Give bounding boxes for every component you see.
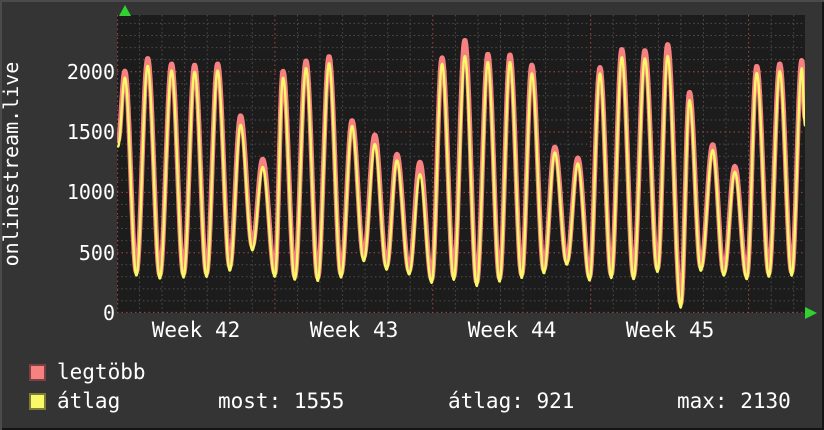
y-tick-label: 2000 bbox=[66, 60, 115, 84]
legend-swatch-atlag bbox=[29, 393, 46, 410]
legend-swatch-legtobb bbox=[29, 364, 46, 381]
y-tick-label: 0 bbox=[102, 301, 115, 325]
stat-atlag: átlag: 921 bbox=[448, 389, 575, 413]
x-tick-label: Week 44 bbox=[467, 318, 557, 342]
x-axis-arrow-icon bbox=[805, 307, 817, 319]
y-tick-label: 1500 bbox=[66, 120, 115, 144]
y-tick-label: 500 bbox=[78, 241, 115, 265]
stat-most: most: 1555 bbox=[218, 389, 345, 413]
plot-area bbox=[117, 15, 805, 313]
x-tick-label: Week 42 bbox=[151, 318, 241, 342]
legend-label-legtobb: legtöbb bbox=[57, 360, 146, 384]
chart-title-vertical: onlinestream.live bbox=[0, 61, 23, 267]
y-tick-label: 1000 bbox=[66, 180, 115, 204]
x-tick-label: Week 43 bbox=[309, 318, 399, 342]
y-axis-arrow-icon bbox=[119, 5, 131, 16]
atlag-series-line bbox=[117, 54, 805, 309]
legend-label-atlag: átlag bbox=[57, 389, 121, 413]
stat-max: max: 2130 bbox=[677, 389, 791, 413]
x-tick-label: Week 45 bbox=[625, 318, 715, 342]
